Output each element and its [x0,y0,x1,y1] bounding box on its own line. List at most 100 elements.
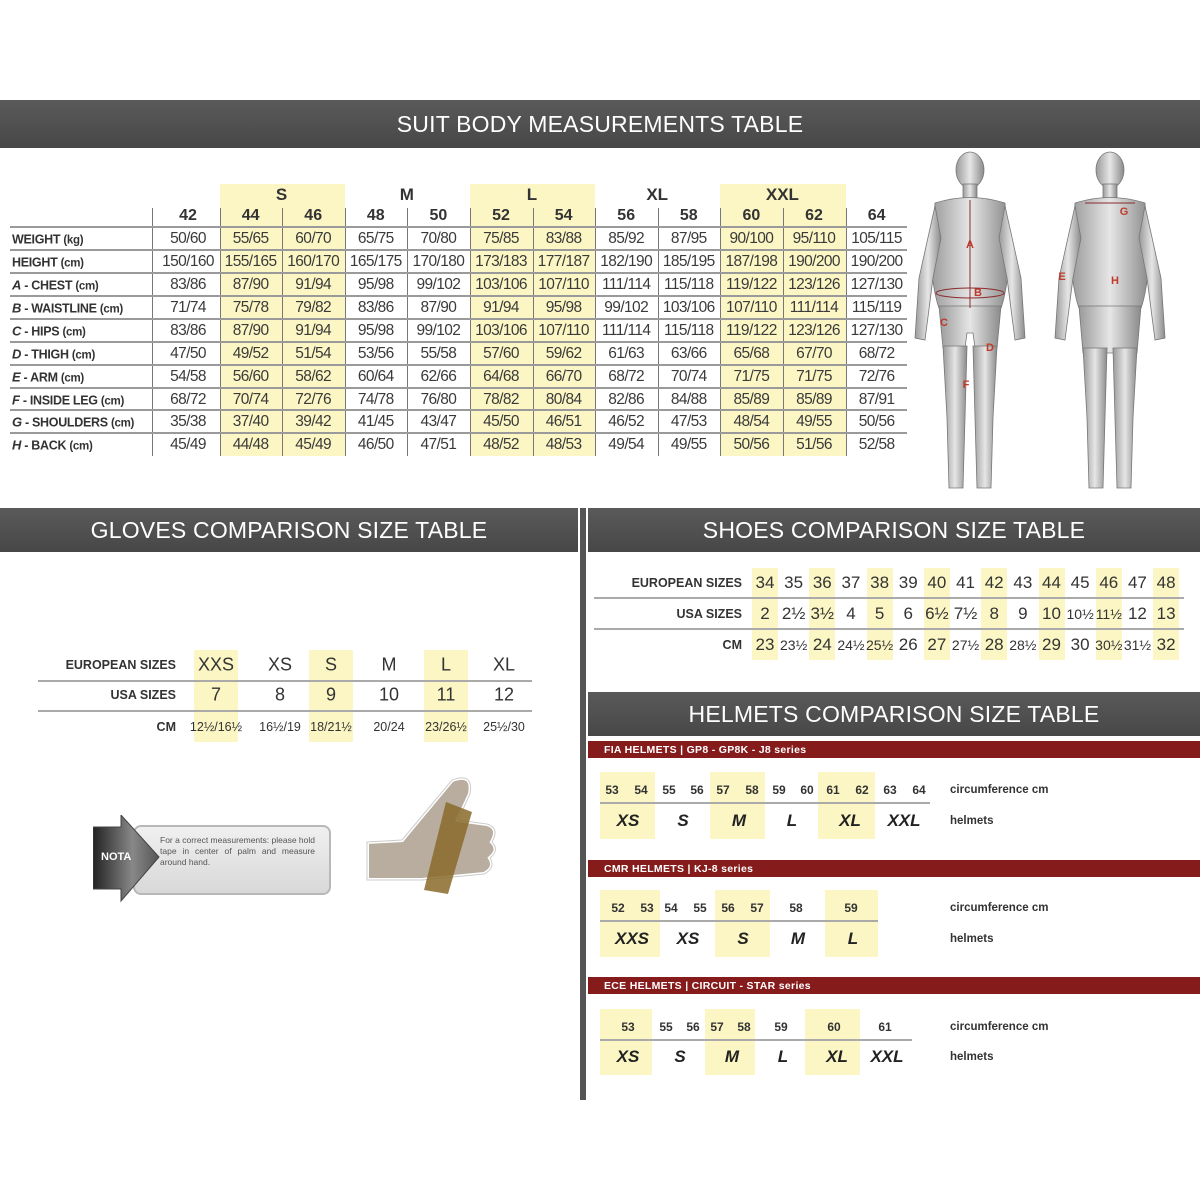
circumference-cell: 55 [693,901,707,915]
row-label: EUROPEAN SIZES [65,658,176,672]
nota-label: NOTA [101,851,132,863]
helmets-label: helmets [950,1051,994,1063]
table-cell: 8 [989,604,999,623]
column-divider [657,208,659,456]
row-label: HEIGHT (cm) [12,255,84,270]
measure-unit: (cm) [75,280,99,293]
table-cell: 9 [325,684,337,705]
table-cell: 47/53 [670,413,707,430]
table-cell: 99/102 [416,276,461,293]
table-cell: 76/80 [420,391,457,408]
table-cell: 37 [841,573,861,592]
row-divider [600,1039,912,1041]
table-cell: 173/183 [475,253,527,270]
nota-text: For a correct measurements: please hold … [160,835,315,867]
table-cell: 34 [755,573,775,592]
suit-measurements-table: S M L XL XXL 42 44 46 48 50 52 54 56 58 60 62 64 WEIGHT (… [0,0,910,480]
table-cell: 67/70 [796,345,832,362]
circumference-cell: 60 [827,1020,841,1034]
table-cell: 177/187 [537,253,590,270]
circumference-cell: 64 [912,783,926,797]
circumference-cell: 59 [774,1020,788,1034]
table-cell: 187/198 [725,253,778,270]
table-cell: 30 [1070,635,1090,654]
table-cell: 37/40 [232,413,269,430]
row-label: F - INSIDE LEG (cm) [12,393,124,408]
helmet-size-cell: XS [616,811,640,830]
highlight-column [866,568,893,660]
size-header: 48 [366,207,385,224]
size-header: 50 [429,207,448,224]
size-group-label: S [275,185,288,204]
table-cell: 44/48 [232,436,269,453]
row-divider [10,387,907,389]
highlight-column [600,890,660,957]
circumference-cell: 54 [634,783,648,797]
helmet-series-header: CMR HELMETS | KJ-8 series [588,860,1200,877]
table-cell: 23/26½ [425,720,467,734]
size-group-label: L [526,185,538,204]
table-cell: 59/62 [545,345,582,362]
table-cell: 85/89 [796,391,832,408]
measure-name: - BACK [21,438,67,453]
column-divider [470,208,471,456]
column-divider [219,208,221,456]
table-cell: 6 [903,604,913,623]
circumference-cell: 53 [640,901,654,915]
size-header: 54 [554,207,573,224]
circumference-cell: 60 [800,783,814,797]
helmets-title-bar: HELMETS COMPARISON SIZE TABLE [588,692,1200,736]
size-header: 42 [179,207,197,224]
table-cell: 42 [984,573,1004,592]
table-cell: 50/60 [170,230,206,247]
table-cell: 83/86 [170,322,206,339]
helmets-title: HELMETS COMPARISON SIZE TABLE [688,700,1100,727]
table-cell: 40 [927,573,947,592]
table-cell: 99/102 [604,299,649,316]
table-cell: 119/122 [726,276,777,293]
row-label: C - HIPS (cm) [12,324,86,339]
table-cell: 48/52 [483,436,519,453]
figure-marker: B [974,287,982,299]
table-cell: 31½ [1123,637,1152,653]
table-cell: 119/122 [726,322,777,339]
table-cell: 60/64 [357,368,394,385]
highlight-column [1153,568,1180,660]
table-cell: 95/98 [357,276,394,293]
table-cell: 49/52 [232,345,269,362]
measure-name: HEIGHT [12,255,58,270]
row-divider [594,628,1184,630]
table-cell: 75/78 [232,299,269,316]
helmet-size-cell: M [731,811,747,830]
highlight-column [715,890,770,957]
size-header: 52 [492,207,510,224]
table-cell: 12½/16½ [189,720,243,734]
table-cell: 41 [956,573,976,592]
highlight-column [825,890,878,957]
table-cell: 155/165 [224,253,277,270]
table-cell: 45/49 [170,436,206,453]
circumference-cell: 58 [737,1020,751,1034]
measure-unit: (cm) [111,417,135,430]
table-cell: 6½ [925,604,949,623]
table-cell: 107/110 [538,322,589,339]
measure-letter: B [12,300,22,316]
suit-title-bar: SUIT BODY MEASUREMENTS TABLE [0,100,1200,148]
figure-marker: E [1058,271,1066,283]
body-figure-illustration [914,151,1166,489]
row-label: USA SIZES [676,607,742,621]
table-cell: 61/63 [608,345,645,362]
table-cell: 62/66 [420,368,457,385]
row-label: H - BACK (cm) [12,438,93,453]
table-cell: 71/75 [733,368,770,385]
table-cell: 99/102 [416,322,461,339]
table-cell: 105/115 [851,230,902,247]
size-header: 62 [805,207,823,224]
table-cell: M [381,654,397,675]
table-cell: 47 [1127,573,1147,592]
row-label: E - ARM (cm) [12,370,84,385]
helmet-size-cell: XL [826,1047,848,1066]
circumference-cell: 63 [883,783,897,797]
figure-marker: F [962,379,970,391]
table-cell: 103/106 [475,322,527,339]
